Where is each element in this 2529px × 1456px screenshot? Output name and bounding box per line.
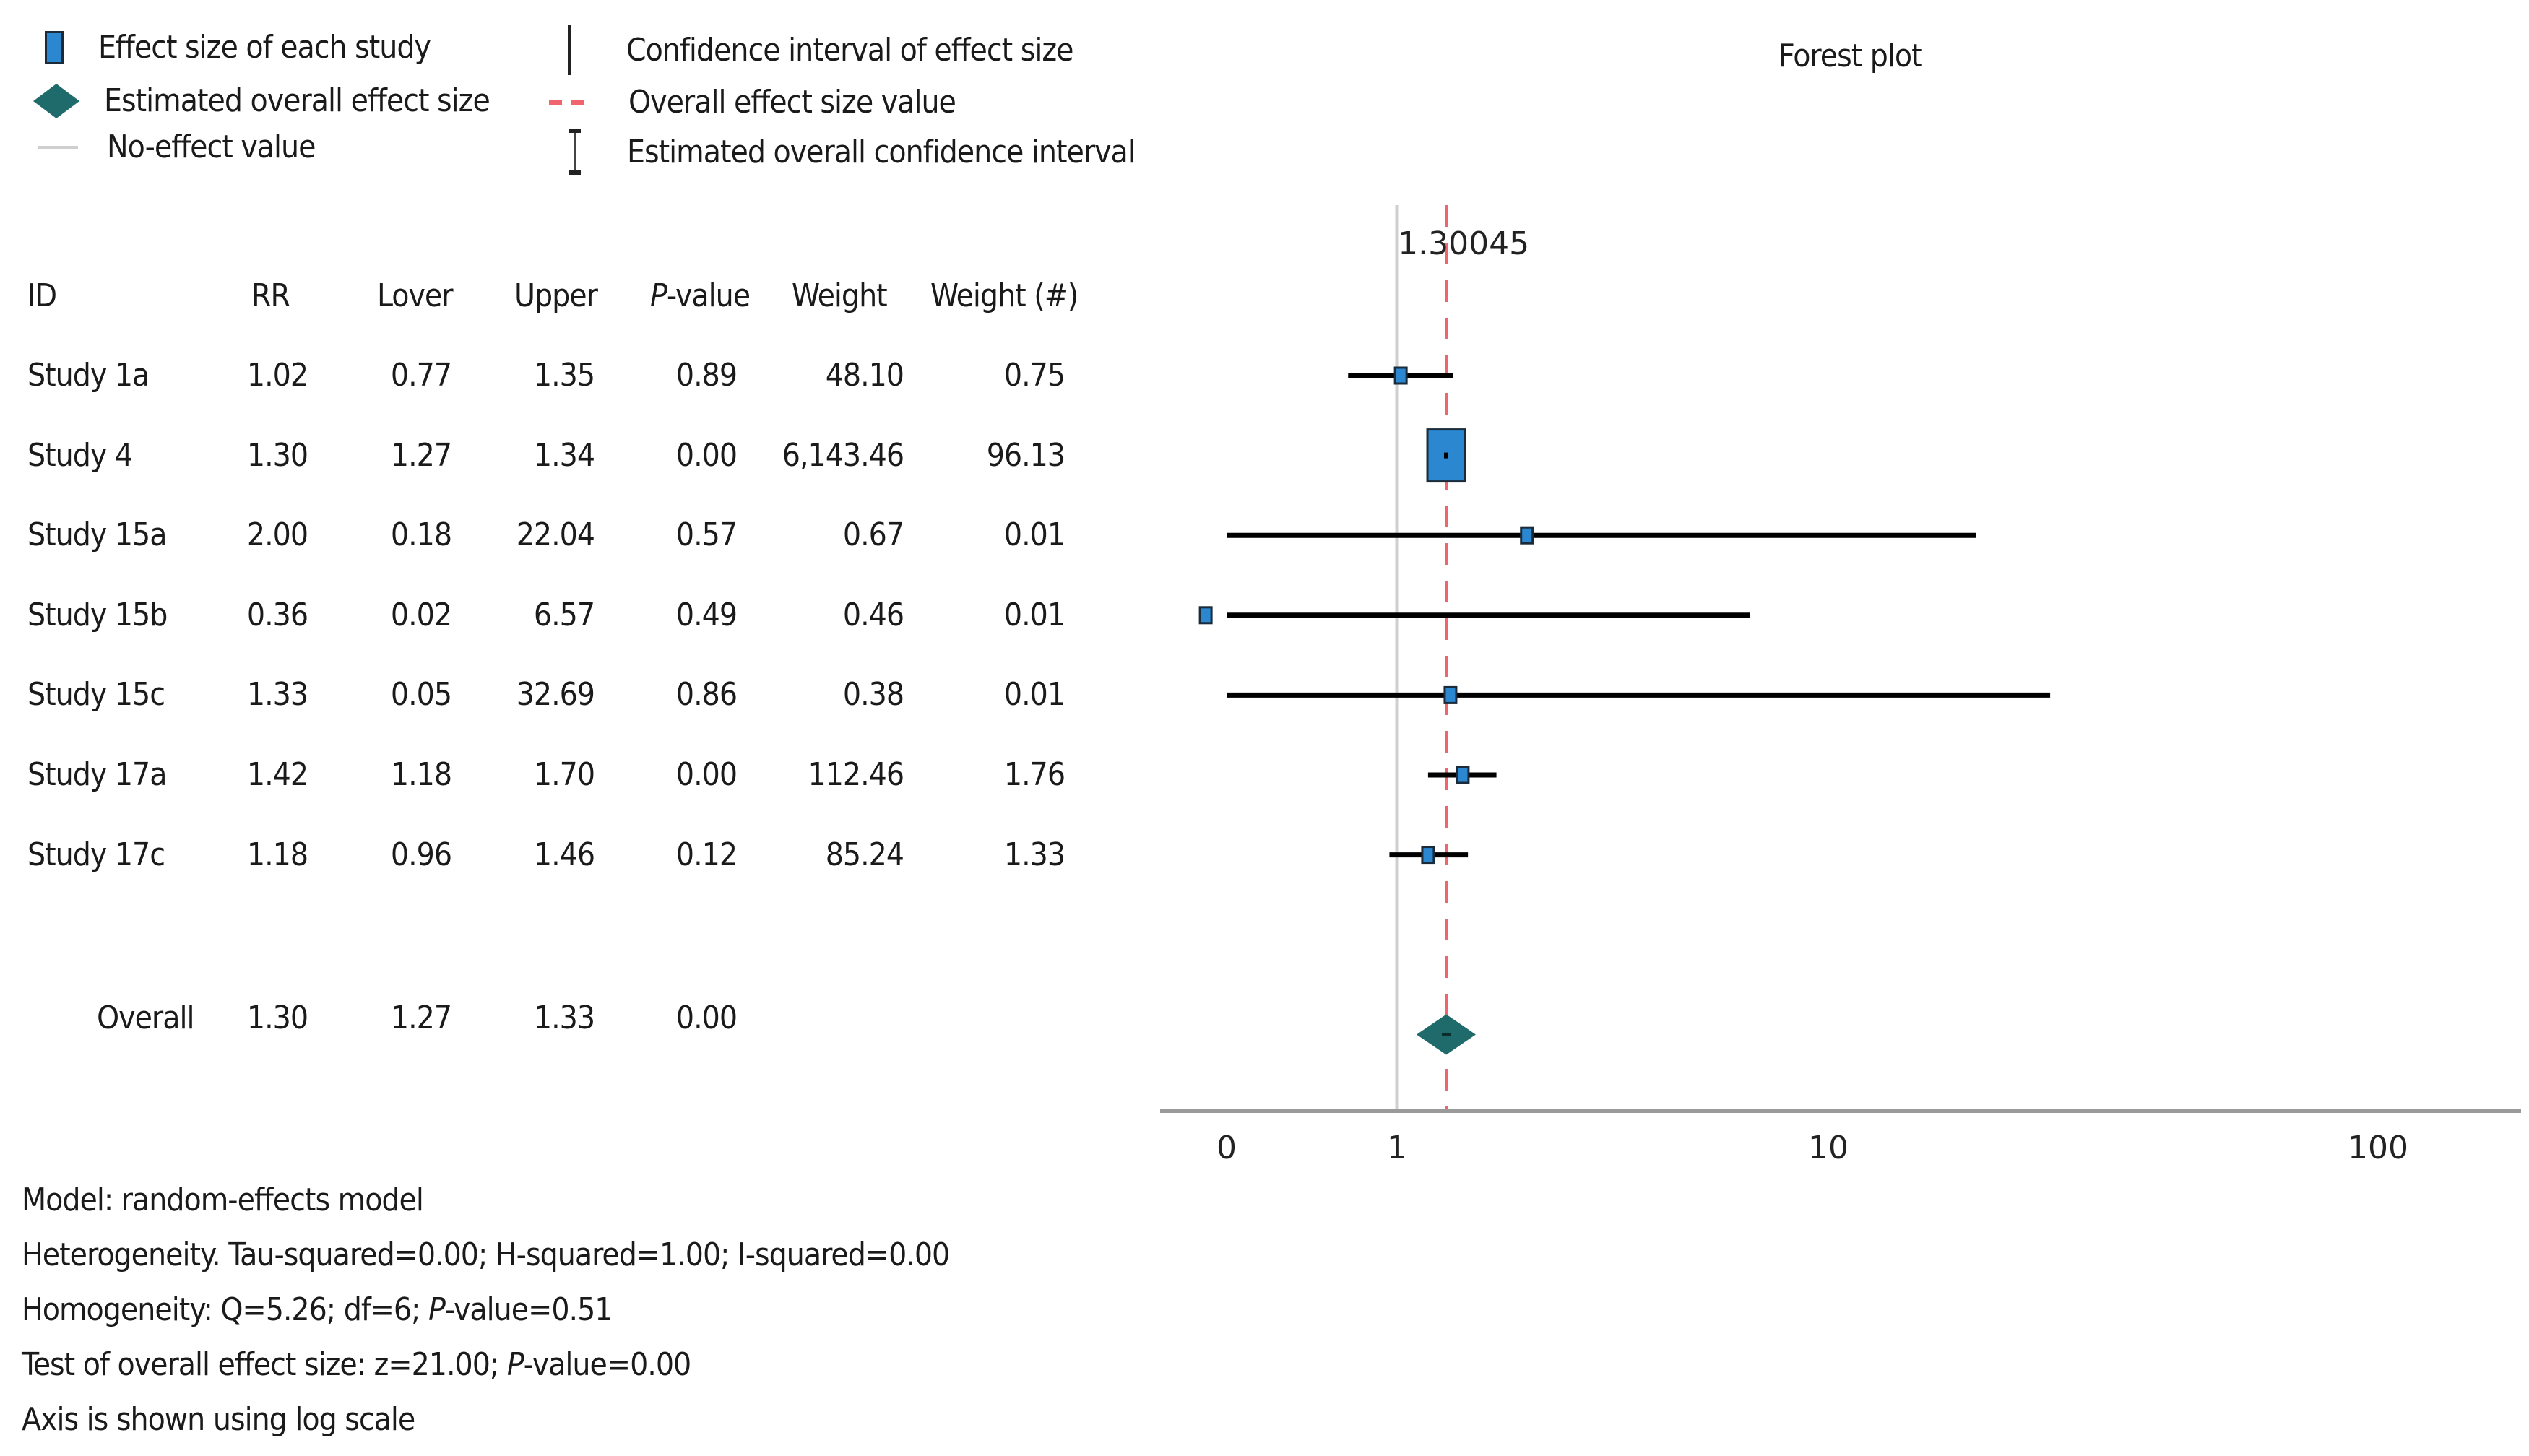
cell-rr: 1.30 [246, 1000, 308, 1036]
cell-lower: 0.96 [390, 836, 452, 873]
cell-p: 0.00 [675, 1000, 738, 1036]
cell-id: Study 15a [27, 516, 167, 554]
cell-p: 0.57 [675, 516, 738, 554]
cell-upper: 1.46 [533, 836, 595, 873]
cell-weight: 85.24 [825, 836, 904, 873]
cell-lower: 0.18 [390, 516, 452, 554]
cell-lower: 1.27 [390, 1000, 452, 1036]
cell-rr: 1.30 [246, 436, 308, 474]
cell-weight: 0.46 [842, 596, 904, 633]
grey-line-icon [38, 145, 78, 149]
legend-item-no-effect: No-effect value [38, 129, 316, 165]
cell-rr: 1.02 [246, 357, 308, 394]
cell-rr: 1.33 [246, 676, 308, 714]
cell-upper: 32.69 [516, 676, 595, 714]
cell-lower: 0.02 [390, 596, 452, 633]
header-lower: Lover [377, 277, 454, 314]
chart-title: Forest plot [1778, 38, 1923, 74]
x-tick-label: 0 [1216, 1130, 1237, 1166]
cell-lower: 0.05 [390, 676, 452, 714]
cell-upper: 6.57 [533, 596, 595, 633]
cell-weight-pct: 96.13 [986, 436, 1065, 474]
cell-p: 0.86 [675, 676, 738, 714]
cell-p: 0.12 [675, 836, 738, 873]
study-effect-box [1198, 606, 1213, 625]
cell-weight: 0.67 [842, 516, 904, 554]
cell-weight-pct: 1.76 [1003, 756, 1065, 793]
x-tick-label: 10 [1808, 1130, 1849, 1166]
heterogeneity-note: Heterogeneity. Tau-squared=0.00; H-squar… [22, 1236, 950, 1273]
study-effect-center [1444, 452, 1449, 459]
cell-upper: 22.04 [516, 516, 595, 554]
cell-rr: 1.42 [246, 756, 308, 793]
axis-scale-note: Axis is shown using log scale [22, 1401, 415, 1438]
cell-weight-pct: 0.01 [1003, 676, 1065, 714]
cell-upper: 1.34 [533, 436, 595, 474]
header-id: ID [27, 277, 57, 314]
legend-item-overall-value: Overall effect size value [549, 84, 956, 121]
teal-diamond-icon [33, 83, 79, 118]
cell-p: 0.89 [675, 357, 738, 394]
red-dashed-line-icon [549, 100, 592, 105]
cell-rr: 0.36 [246, 596, 308, 633]
header-p-value: P-value [650, 277, 751, 314]
study-effect-box [1520, 526, 1534, 545]
cell-lower: 1.18 [390, 756, 452, 793]
cell-upper: 1.70 [533, 756, 595, 793]
legend-item-ci: Confidence interval of effect size [568, 25, 1074, 75]
overall-test-note: Test of overall effect size: z=21.00; P-… [22, 1346, 691, 1383]
header-weight-pct: Weight (#) [930, 277, 1078, 314]
cell-id: Study 15b [27, 596, 168, 633]
cell-id: Study 17c [27, 836, 165, 873]
legend-item-overall-effect: Estimated overall effect size [33, 82, 490, 119]
blue-square-icon [45, 30, 64, 64]
cell-id: Study 17a [27, 756, 167, 793]
cell-id: Overall [97, 1000, 194, 1036]
header-rr: RR [251, 277, 290, 314]
cell-weight: 6,143.46 [782, 436, 904, 474]
study-effect-box [1393, 366, 1408, 385]
legend-item-study-effect: Effect size of each study [45, 29, 431, 66]
overall-value-label: 1.30045 [1398, 225, 1529, 262]
vertical-line-icon [568, 25, 571, 75]
cell-weight-pct: 0.75 [1003, 357, 1065, 394]
cell-weight-pct: 1.33 [1003, 836, 1065, 873]
study-effect-box [1443, 685, 1458, 704]
cell-weight: 0.38 [842, 676, 904, 714]
cell-id: Study 15c [27, 676, 165, 714]
x-tick-label: 100 [2348, 1130, 2408, 1166]
cell-weight: 112.46 [808, 756, 904, 793]
cell-weight-pct: 0.01 [1003, 516, 1065, 554]
model-note: Model: random-effects model [22, 1182, 424, 1218]
cell-upper: 1.33 [533, 1000, 595, 1036]
cell-rr: 2.00 [246, 516, 308, 554]
i-beam-icon [569, 129, 581, 175]
cell-weight: 48.10 [825, 357, 904, 394]
cell-p: 0.49 [675, 596, 738, 633]
study-effect-box [1421, 846, 1435, 864]
header-weight: Weight [792, 277, 888, 314]
x-tick-label: 1 [1387, 1130, 1407, 1166]
cell-lower: 0.77 [390, 357, 452, 394]
cell-rr: 1.18 [246, 836, 308, 873]
cell-id: Study 1a [27, 357, 150, 394]
cell-p: 0.00 [675, 436, 738, 474]
study-effect-box [1456, 766, 1470, 784]
header-upper: Upper [514, 277, 598, 314]
cell-lower: 1.27 [390, 436, 452, 474]
cell-weight-pct: 0.01 [1003, 596, 1065, 633]
cell-upper: 1.35 [533, 357, 595, 394]
cell-p: 0.00 [675, 756, 738, 793]
cell-id: Study 4 [27, 436, 133, 474]
homogeneity-note: Homogeneity: Q=5.26; df=6; P-value=0.51 [22, 1291, 613, 1328]
legend-item-overall-ci: Estimated overall confidence interval [568, 129, 1136, 175]
